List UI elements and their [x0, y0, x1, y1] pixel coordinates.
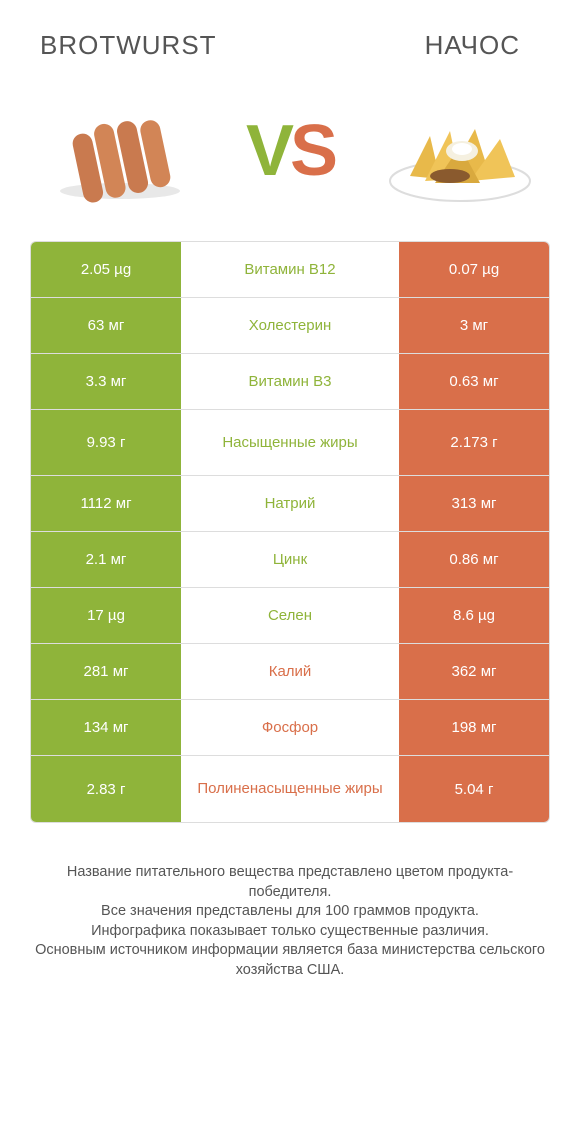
cell-left: 2.05 µg [31, 242, 181, 297]
footer-line: Все значения представлены для 100 граммо… [30, 902, 550, 922]
nutrient-table: 2.05 µgВитамин B120.07 µg63 мгХолестерин… [30, 241, 550, 823]
cell-left: 1112 мг [31, 476, 181, 531]
brotwurst-image [40, 91, 200, 211]
cell-left: 2.83 г [31, 756, 181, 822]
footer-line: Основным источником информации является … [30, 941, 550, 980]
cell-mid: Витамин B3 [181, 354, 399, 409]
cell-mid: Полиненасыщенные жиры [181, 756, 399, 822]
table-row: 1112 мгНатрий313 мг [31, 476, 549, 532]
cell-mid: Витамин B12 [181, 242, 399, 297]
title-left: BROTWURST [40, 30, 217, 61]
cell-right: 313 мг [399, 476, 549, 531]
cell-mid: Насыщенные жиры [181, 410, 399, 475]
cell-mid: Цинк [181, 532, 399, 587]
images-row: VS [0, 71, 580, 241]
header: BROTWURST НАЧОС [0, 0, 580, 71]
cell-right: 198 мг [399, 700, 549, 755]
cell-mid: Холестерин [181, 298, 399, 353]
table-row: 2.83 гПолиненасыщенные жиры5.04 г [31, 756, 549, 822]
table-row: 2.05 µgВитамин B120.07 µg [31, 242, 549, 298]
cell-mid: Калий [181, 644, 399, 699]
cell-mid: Фосфор [181, 700, 399, 755]
cell-left: 281 мг [31, 644, 181, 699]
cell-right: 3 мг [399, 298, 549, 353]
table-row: 3.3 мгВитамин B30.63 мг [31, 354, 549, 410]
cell-right: 0.07 µg [399, 242, 549, 297]
table-row: 2.1 мгЦинк0.86 мг [31, 532, 549, 588]
table-row: 63 мгХолестерин3 мг [31, 298, 549, 354]
cell-left: 3.3 мг [31, 354, 181, 409]
vs-v: V [246, 111, 290, 191]
cell-left: 17 µg [31, 588, 181, 643]
cell-left: 9.93 г [31, 410, 181, 475]
cell-right: 2.173 г [399, 410, 549, 475]
cell-right: 0.63 мг [399, 354, 549, 409]
footer-text: Название питательного вещества представл… [30, 863, 550, 980]
cell-mid: Селен [181, 588, 399, 643]
cell-left: 134 мг [31, 700, 181, 755]
footer-line: Инфографика показывает только существенн… [30, 922, 550, 942]
cell-right: 8.6 µg [399, 588, 549, 643]
vs-label: VS [246, 110, 334, 192]
title-right: НАЧОС [425, 30, 520, 61]
footer-line: Название питательного вещества представл… [30, 863, 550, 902]
vs-s: S [290, 111, 334, 191]
nachos-image [380, 91, 540, 211]
cell-left: 2.1 мг [31, 532, 181, 587]
table-row: 17 µgСелен8.6 µg [31, 588, 549, 644]
cell-right: 362 мг [399, 644, 549, 699]
cell-left: 63 мг [31, 298, 181, 353]
cell-right: 5.04 г [399, 756, 549, 822]
cell-mid: Натрий [181, 476, 399, 531]
cell-right: 0.86 мг [399, 532, 549, 587]
table-row: 9.93 гНасыщенные жиры2.173 г [31, 410, 549, 476]
table-row: 134 мгФосфор198 мг [31, 700, 549, 756]
table-row: 281 мгКалий362 мг [31, 644, 549, 700]
